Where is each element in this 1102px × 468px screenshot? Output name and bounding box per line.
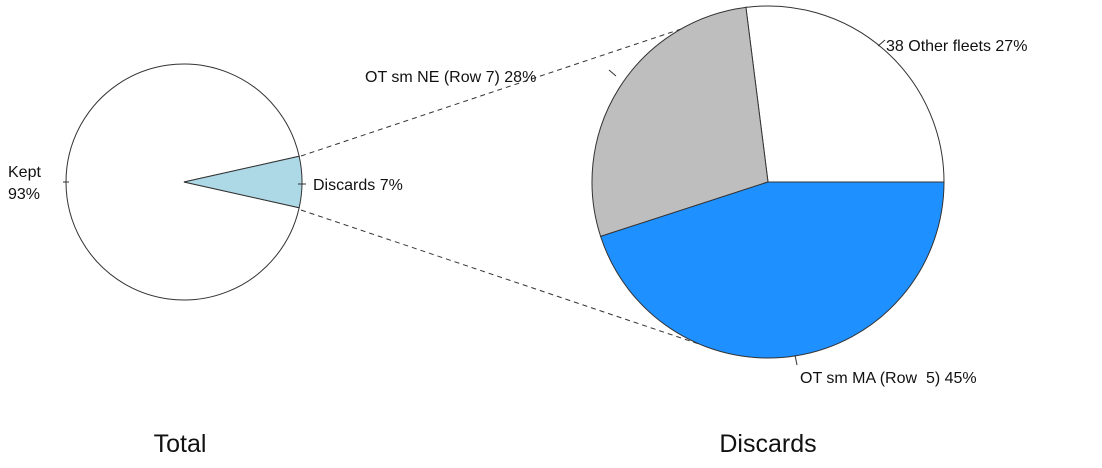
slice-other-fleets — [745, 5, 945, 183]
slice-ot-sm-ne — [591, 6, 769, 238]
connector-line-top — [300, 6, 748, 157]
pct-kept: 93% — [8, 186, 40, 203]
label-ot-sm-ne: OT sm NE (Row 7) 28% — [365, 69, 536, 86]
label-other-fleets: 38 Other fleets 27% — [886, 38, 1027, 55]
connector-line-bottom — [300, 209, 703, 346]
title-total: Total — [154, 430, 207, 458]
title-discards: Discards — [719, 430, 816, 458]
tick-other-fleets — [877, 39, 886, 47]
label-kept: Kept — [8, 164, 41, 181]
label-ot-sm-ma: OT sm MA (Row 5) 45% — [800, 370, 977, 387]
tick-ot-sm-ma — [794, 354, 798, 366]
discards-pie: 38 Other fleets 27% OT sm NE (Row 7) 28%… — [365, 5, 1027, 458]
total-pie: Kept 93% Discards 7% Total — [8, 63, 403, 458]
tick-ot-sm-ne — [608, 69, 617, 77]
label-discards: Discards 7% — [313, 177, 403, 194]
slice-discards — [183, 155, 303, 209]
